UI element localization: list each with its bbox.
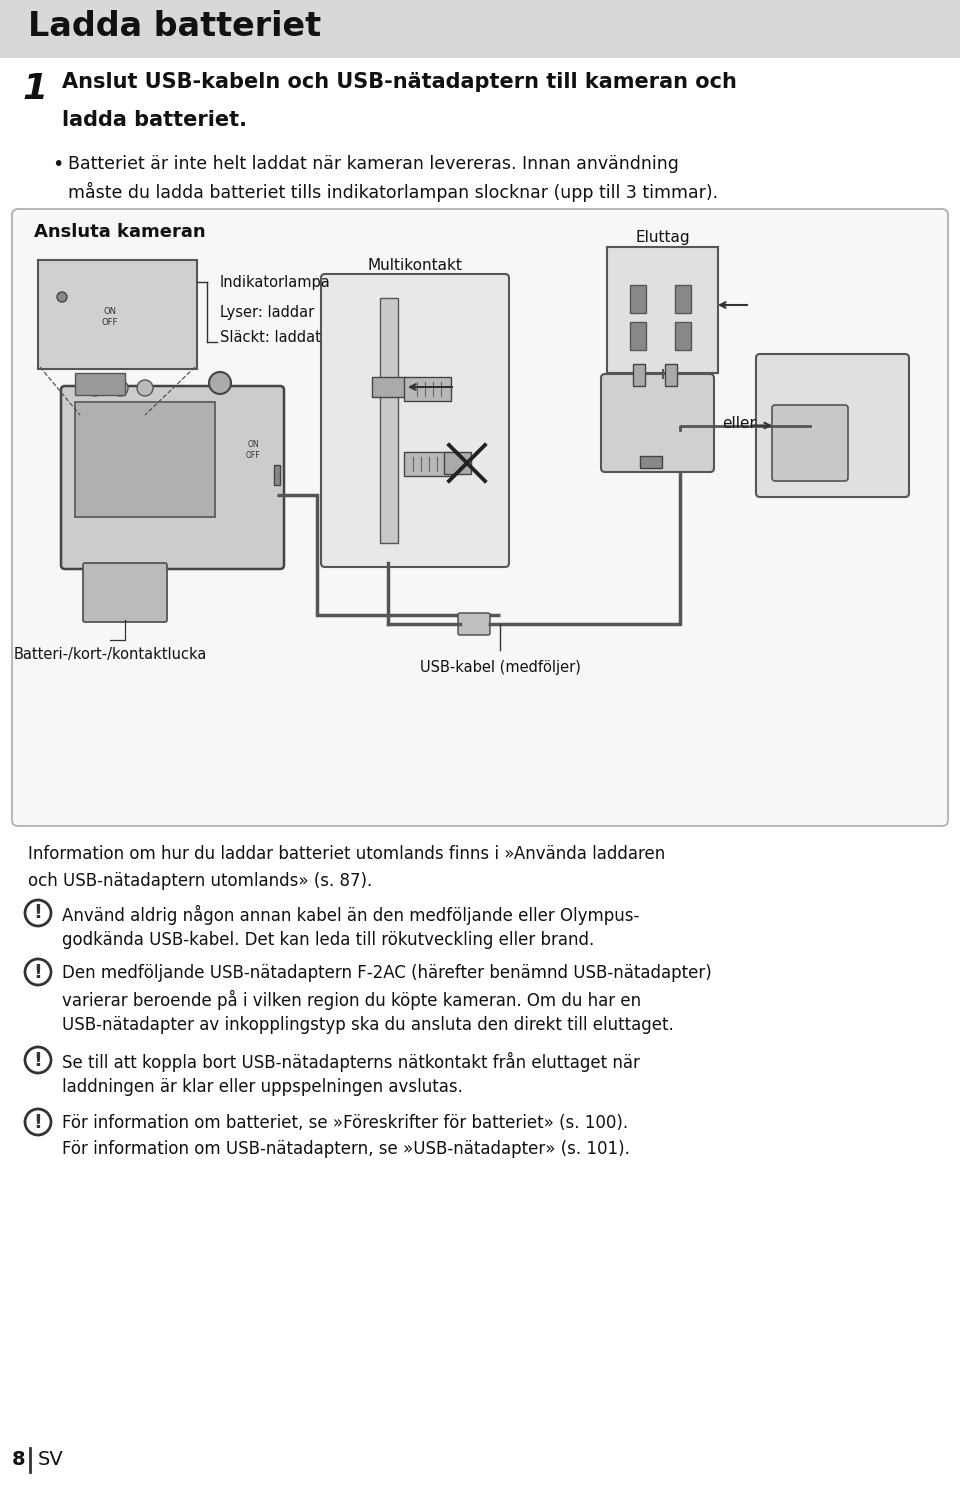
Circle shape	[112, 381, 128, 396]
Text: Information om hur du laddar batteriet utomlands finns i »Använda laddaren: Information om hur du laddar batteriet u…	[28, 845, 665, 863]
FancyBboxPatch shape	[444, 452, 471, 473]
Bar	[633, 364, 645, 387]
Text: godkända USB-kabel. Det kan leda till rökutveckling eller brand.: godkända USB-kabel. Det kan leda till rö…	[62, 932, 594, 950]
FancyBboxPatch shape	[772, 405, 848, 481]
Text: 1: 1	[22, 72, 47, 106]
Bar	[675, 322, 691, 349]
Text: Eluttag: Eluttag	[636, 230, 690, 245]
Bar	[630, 322, 646, 349]
Text: Använd aldrig någon annan kabel än den medföljande eller Olympus-: Använd aldrig någon annan kabel än den m…	[62, 905, 639, 926]
Circle shape	[25, 1047, 51, 1073]
Bar	[75, 402, 215, 517]
Text: Ansluta kameran: Ansluta kameran	[34, 222, 205, 240]
Circle shape	[25, 959, 51, 985]
FancyBboxPatch shape	[458, 614, 490, 635]
FancyBboxPatch shape	[601, 375, 714, 472]
Bar	[665, 364, 677, 387]
Bar	[75, 373, 125, 396]
FancyBboxPatch shape	[607, 246, 718, 373]
Text: Den medföljande USB-nätadaptern F-2AC (härefter benämnd USB-nätadapter): Den medföljande USB-nätadaptern F-2AC (h…	[62, 964, 711, 982]
Text: •: •	[52, 155, 63, 175]
Text: Multikontakt: Multikontakt	[368, 258, 463, 273]
Text: !: !	[34, 1051, 42, 1069]
FancyBboxPatch shape	[12, 209, 948, 826]
Text: Ladda batteriet: Ladda batteriet	[28, 10, 322, 43]
Circle shape	[137, 381, 153, 396]
FancyBboxPatch shape	[404, 452, 451, 476]
Text: ON
OFF: ON OFF	[246, 440, 260, 460]
Bar	[675, 285, 691, 314]
Text: !: !	[34, 903, 42, 923]
Text: laddningen är klar eller uppspelningen avslutas.: laddningen är klar eller uppspelningen a…	[62, 1078, 463, 1096]
Text: varierar beroende på i vilken region du köpte kameran. Om du har en: varierar beroende på i vilken region du …	[62, 990, 641, 1011]
Text: USB-kabel (medföljer): USB-kabel (medföljer)	[420, 660, 581, 675]
Text: !: !	[34, 963, 42, 981]
Text: SV: SV	[38, 1450, 63, 1469]
Text: eller: eller	[722, 415, 756, 430]
Bar	[0, 0, 960, 58]
Text: ladda batteriet.: ladda batteriet.	[62, 110, 247, 130]
FancyBboxPatch shape	[83, 563, 167, 623]
Bar	[630, 285, 646, 314]
Text: Batteriet är inte helt laddat när kameran levereras. Innan användning: Batteriet är inte helt laddat när kamera…	[68, 155, 679, 173]
Text: Indikatorlampa: Indikatorlampa	[220, 275, 331, 290]
Circle shape	[57, 293, 67, 302]
FancyBboxPatch shape	[372, 378, 406, 397]
FancyBboxPatch shape	[38, 260, 197, 369]
Text: !: !	[34, 1112, 42, 1132]
Bar	[274, 464, 280, 485]
Circle shape	[87, 381, 103, 396]
Text: måste du ladda batteriet tills indikatorlampan slocknar (upp till 3 timmar).: måste du ladda batteriet tills indikator…	[68, 182, 718, 202]
Text: Anslut USB-kabeln och USB-nätadaptern till kameran och: Anslut USB-kabeln och USB-nätadaptern ti…	[62, 72, 737, 93]
Text: Lyser: laddar: Lyser: laddar	[220, 305, 314, 320]
Circle shape	[25, 900, 51, 926]
Text: 8: 8	[12, 1450, 26, 1469]
FancyBboxPatch shape	[404, 378, 451, 402]
FancyBboxPatch shape	[61, 387, 284, 569]
Text: och USB-nätadaptern utomlands» (s. 87).: och USB-nätadaptern utomlands» (s. 87).	[28, 872, 372, 890]
Circle shape	[25, 1109, 51, 1135]
Text: För information om USB-nätadaptern, se »USB-nätadapter» (s. 101).: För information om USB-nätadaptern, se »…	[62, 1141, 630, 1159]
Bar	[380, 299, 398, 543]
Text: Batteri-/kort-/kontaktlucka: Batteri-/kort-/kontaktlucka	[13, 646, 206, 661]
FancyBboxPatch shape	[756, 354, 909, 497]
Text: Se till att koppla bort USB-nätadapterns nätkontakt från eluttaget när: Se till att koppla bort USB-nätadapterns…	[62, 1053, 640, 1072]
Circle shape	[209, 372, 231, 394]
Bar	[640, 455, 662, 467]
Text: USB-nätadapter av inkopplingstyp ska du ansluta den direkt till eluttaget.: USB-nätadapter av inkopplingstyp ska du …	[62, 1017, 674, 1035]
Text: För information om batteriet, se »Föreskrifter för batteriet» (s. 100).: För information om batteriet, se »Föresk…	[62, 1114, 628, 1132]
Text: ON
OFF: ON OFF	[102, 308, 118, 327]
FancyBboxPatch shape	[321, 275, 509, 567]
Text: Släckt: laddat: Släckt: laddat	[220, 330, 321, 345]
